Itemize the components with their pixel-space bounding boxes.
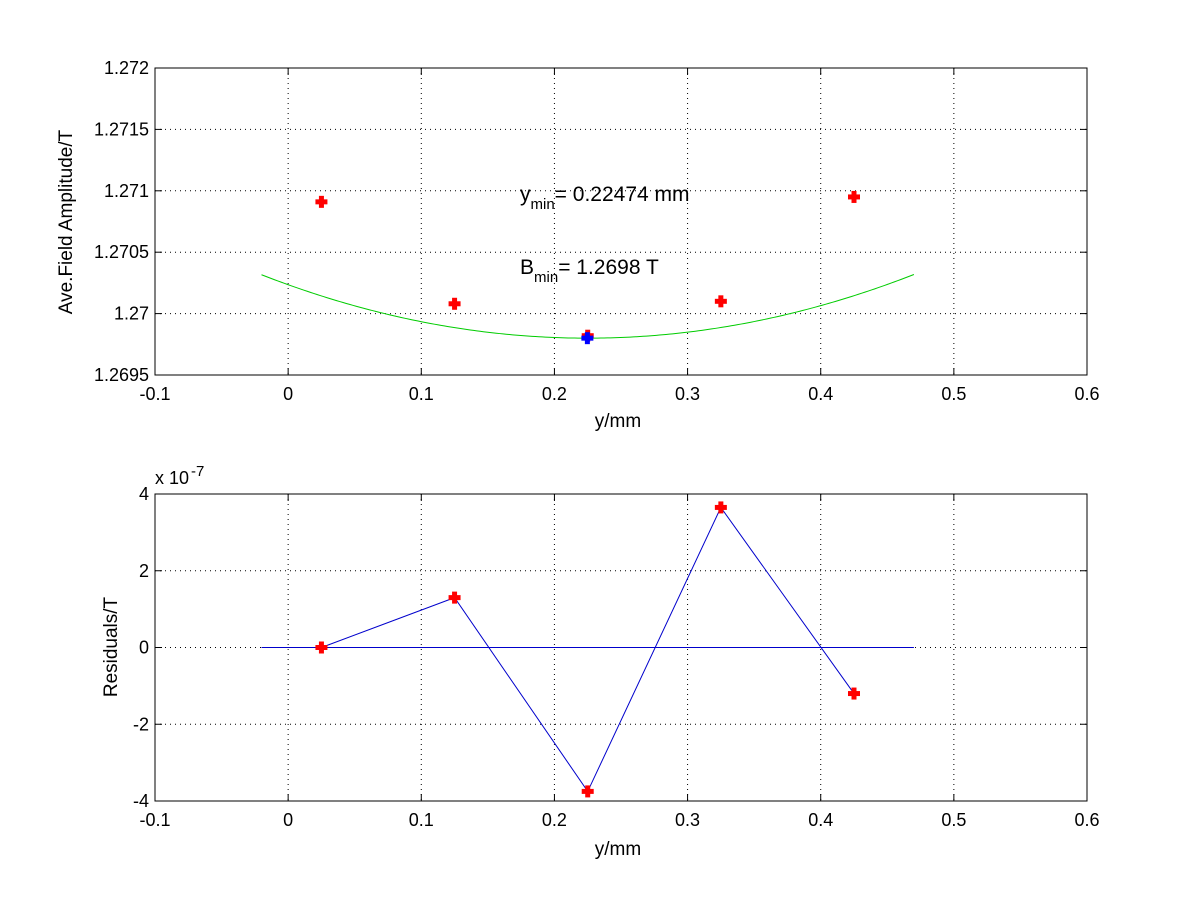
bmin-value: = 1.2698 T: [558, 256, 659, 279]
top-y-ticks: 1.2695 1.27 1.2705 1.271 1.2715 1.272: [94, 58, 1087, 385]
residual-point: [714, 501, 727, 514]
y-tick-label: 1.2715: [94, 119, 149, 139]
data-point: [315, 195, 328, 208]
y-tick-label: 0: [139, 638, 149, 658]
top-x-axis-label: y/mm: [595, 411, 641, 432]
x-tick-label: 0.3: [675, 810, 700, 830]
ymin-annotation: ymin= 0.22474 mm: [520, 183, 690, 213]
data-point: [448, 297, 461, 310]
x-tick-label: 0: [283, 384, 293, 404]
bottom-x-ticks: -0.1 0 0.1 0.2 0.3 0.4 0.5 0.6: [139, 494, 1100, 830]
exponent-base: x 10: [155, 468, 189, 488]
x-tick-label: 0.4: [808, 810, 833, 830]
x-tick-label: 0.6: [1074, 384, 1099, 404]
bottom-points-group: [315, 501, 860, 798]
y-tick-label: 2: [139, 561, 149, 581]
x-tick-label: -0.1: [139, 384, 170, 404]
bmin-annotation: Bmin= 1.2698 T: [520, 256, 659, 286]
y-tick-label: -2: [133, 714, 149, 734]
top-plot-area: [155, 68, 1087, 375]
x-tick-label: 0.1: [409, 810, 434, 830]
top-x-ticks: -0.1 0 0.1 0.2 0.3 0.4 0.5 0.6: [139, 68, 1100, 404]
x-tick-label: 0: [283, 810, 293, 830]
y-tick-label: -4: [133, 791, 149, 811]
residual-point: [448, 591, 461, 604]
ymin-value: = 0.22474 mm: [555, 183, 690, 206]
exponent-power: -7: [191, 463, 204, 480]
top-plot: -0.1 0 0.1 0.2 0.3 0.4 0.5 0.6 1.2695 1.27 1.2705…: [56, 58, 1100, 432]
bottom-y-axis-label: Residuals/T: [101, 596, 122, 697]
x-tick-label: -0.1: [139, 810, 170, 830]
x-tick-label: 0.4: [808, 384, 833, 404]
y-tick-label: 1.271: [104, 181, 149, 201]
bottom-x-axis-label: y/mm: [595, 839, 641, 860]
ymin-subscript: min: [531, 196, 555, 213]
y-tick-label: 1.2705: [94, 242, 149, 262]
x-tick-label: 0.5: [941, 810, 966, 830]
y-tick-label: 4: [139, 484, 149, 504]
minimum-point: [581, 332, 594, 345]
x-tick-label: 0.5: [941, 384, 966, 404]
top-grid: [155, 68, 1087, 375]
x-tick-label: 0.2: [542, 810, 567, 830]
bottom-y-ticks: -4 -2 0 2 4: [133, 484, 1087, 811]
bottom-y-exponent: x 10 -7: [155, 463, 204, 488]
bottom-plot: -0.1 0 0.1 0.2 0.3 0.4 0.5 0.6 -4 -2 0 2 4 y/mm Res…: [101, 463, 1100, 860]
x-tick-label: 0.3: [675, 384, 700, 404]
x-tick-label: 0.1: [409, 384, 434, 404]
y-tick-label: 1.272: [104, 58, 149, 78]
top-points-group: [315, 190, 860, 345]
x-tick-label: 0.6: [1074, 810, 1099, 830]
y-tick-label: 1.27: [114, 304, 149, 324]
residual-point: [315, 641, 328, 654]
residual-point: [581, 785, 594, 798]
data-point: [848, 190, 860, 203]
x-tick-label: 0.2: [542, 384, 567, 404]
residual-point: [848, 687, 860, 700]
data-point: [714, 295, 727, 308]
top-y-axis-label: Ave.Field Amplitude/T: [56, 129, 77, 314]
ymin-symbol: y: [520, 183, 531, 206]
top-plot-frame: [154, 67, 1088, 376]
bmin-subscript: min: [534, 269, 558, 286]
y-tick-label: 1.2695: [94, 365, 149, 385]
bmin-symbol: B: [520, 256, 534, 279]
